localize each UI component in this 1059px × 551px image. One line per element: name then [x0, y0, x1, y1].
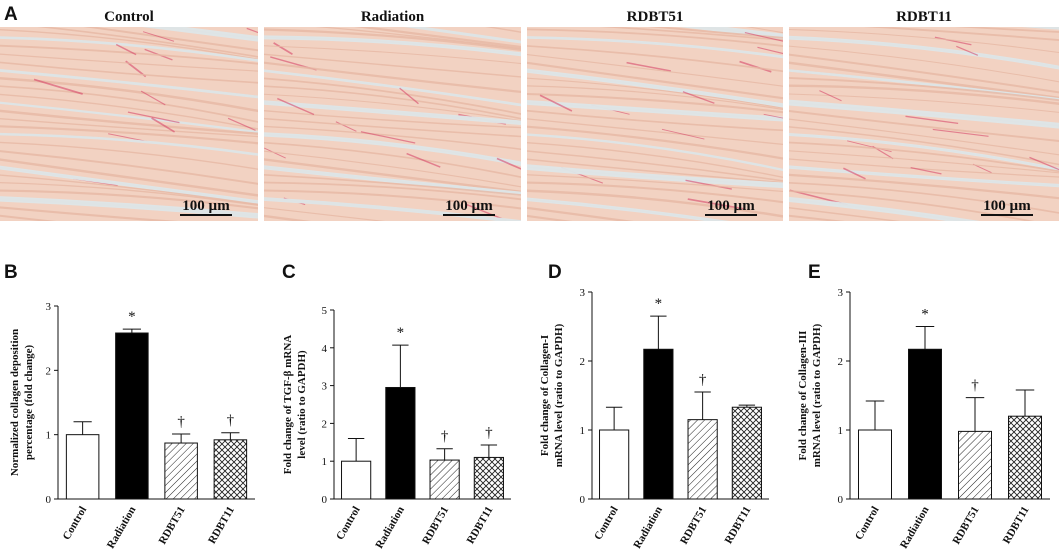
micrograph-image [264, 27, 521, 221]
y-tick-label: 1 [46, 430, 52, 442]
micrograph-title: RDBT51 [627, 9, 684, 25]
significance-marker: † [227, 413, 235, 429]
chart-panel-b: B 0 1 2 3 Normalized collagen deposition perce… [4, 262, 255, 551]
x-category-label: Radiation [373, 505, 407, 551]
panel-letter: B [4, 262, 18, 283]
y-axis-label: level (ratio to GAPDH) [296, 350, 308, 459]
y-tick-label: 1 [580, 425, 586, 437]
bar-rdbt11 [473, 456, 504, 500]
bar-rdbt51 [958, 430, 992, 500]
y-tick-label: 0 [580, 494, 586, 506]
significance-marker: † [485, 425, 493, 441]
bar-rdbt11 [213, 439, 248, 500]
significance-marker: † [441, 429, 449, 445]
bar-control [599, 429, 630, 500]
bar-charts: B 0 1 2 3 Normalized collagen deposition perce… [4, 262, 1050, 551]
x-category-label: Radiation [898, 505, 932, 551]
bar-radiation [385, 386, 416, 500]
x-category-label: Radiation [105, 505, 139, 551]
y-tick-label: 2 [838, 356, 844, 368]
x-category-label: Control [334, 505, 363, 543]
micrograph-title: Radiation [361, 9, 425, 25]
scale-bar-label: 100 µm [445, 198, 493, 214]
micrograph-image [0, 27, 258, 221]
y-tick-label: 2 [322, 418, 328, 430]
significance-marker: † [699, 372, 707, 388]
y-tick-label: 1 [322, 456, 328, 468]
micrograph-image [789, 27, 1059, 221]
x-category-label: Control [592, 505, 621, 543]
x-category-label: RDBT51 [950, 505, 981, 547]
y-tick-label: 0 [322, 494, 328, 506]
panel-letter: C [282, 262, 296, 283]
x-category-label: RDBT51 [678, 505, 709, 547]
y-axis-label: mRNA level (ratio to GAPDH) [553, 323, 565, 467]
bar-control [858, 429, 892, 500]
chart-panel-c: C 0 1 2 3 4 5 Fold change of TGF-β mRNA level (r… [282, 262, 511, 551]
bar-control [341, 460, 372, 500]
panel-letter: D [548, 262, 562, 283]
y-tick-label: 3 [838, 287, 844, 299]
bar-control [65, 434, 100, 500]
x-category-label: RDBT11 [723, 505, 754, 546]
bar-rdbt11 [1008, 415, 1042, 500]
significance-marker: † [177, 414, 185, 430]
panel-a-micrographs: Control 100 µm Radiation 100 µm RDBT51 100 µm… [0, 9, 1059, 221]
x-category-label: Control [853, 505, 882, 543]
chart-panel-e: E 0 1 2 3 Fold change of Collagen-III mRNA lev… [797, 262, 1050, 551]
y-tick-label: 4 [322, 343, 328, 355]
bar-radiation [115, 332, 149, 500]
significance-marker: * [397, 325, 405, 341]
significance-marker: * [655, 296, 663, 312]
y-tick-label: 1 [838, 425, 844, 437]
micrograph-title: RDBT11 [896, 9, 952, 25]
x-category-label: RDBT51 [420, 505, 451, 547]
scale-bar-label: 100 µm [707, 198, 755, 214]
y-tick-label: 2 [46, 365, 52, 377]
y-axis-label: Normalized collagen deposition [9, 329, 21, 476]
y-tick-label: 3 [46, 301, 52, 313]
bar-rdbt51 [687, 419, 718, 500]
y-tick-label: 0 [838, 494, 844, 506]
y-axis-label: mRNA level (ratio to GAPDH) [811, 323, 823, 467]
micrograph-image [527, 27, 783, 221]
y-axis-label: Fold change of Collagen-III [797, 331, 809, 461]
scale-bar-label: 100 µm [983, 198, 1031, 214]
micrograph-title: Control [104, 9, 154, 25]
scale-bar-label: 100 µm [182, 198, 230, 214]
panel-letter: E [808, 262, 821, 283]
x-category-label: Radiation [631, 505, 665, 551]
y-axis-label: Fold change of Collagen-I [539, 335, 551, 456]
significance-marker: * [921, 307, 929, 323]
y-axis-label: percentage (fold change) [23, 345, 35, 461]
y-tick-label: 3 [580, 287, 586, 299]
panel-letter-a: A [4, 4, 18, 25]
significance-marker: † [971, 378, 979, 394]
y-tick-label: 2 [580, 356, 586, 368]
bar-radiation [908, 348, 942, 500]
x-category-label: RDBT11 [1001, 505, 1032, 546]
bar-radiation [643, 348, 674, 500]
y-axis-label: Fold change of TGF-β mRNA [282, 335, 294, 474]
x-category-label: RDBT51 [157, 505, 188, 547]
bar-rdbt11 [731, 406, 762, 500]
bar-rdbt51 [429, 459, 460, 500]
bar-rdbt51 [164, 442, 198, 500]
x-category-label: RDBT11 [465, 505, 496, 546]
y-tick-label: 0 [46, 494, 52, 506]
significance-marker: * [128, 309, 136, 325]
x-category-label: RDBT11 [206, 505, 237, 546]
x-category-label: Control [61, 505, 90, 543]
y-tick-label: 5 [322, 305, 328, 317]
y-tick-label: 3 [322, 381, 328, 393]
chart-panel-d: D 0 1 2 3 Fold change of Collagen-I mRNA level… [539, 262, 769, 551]
